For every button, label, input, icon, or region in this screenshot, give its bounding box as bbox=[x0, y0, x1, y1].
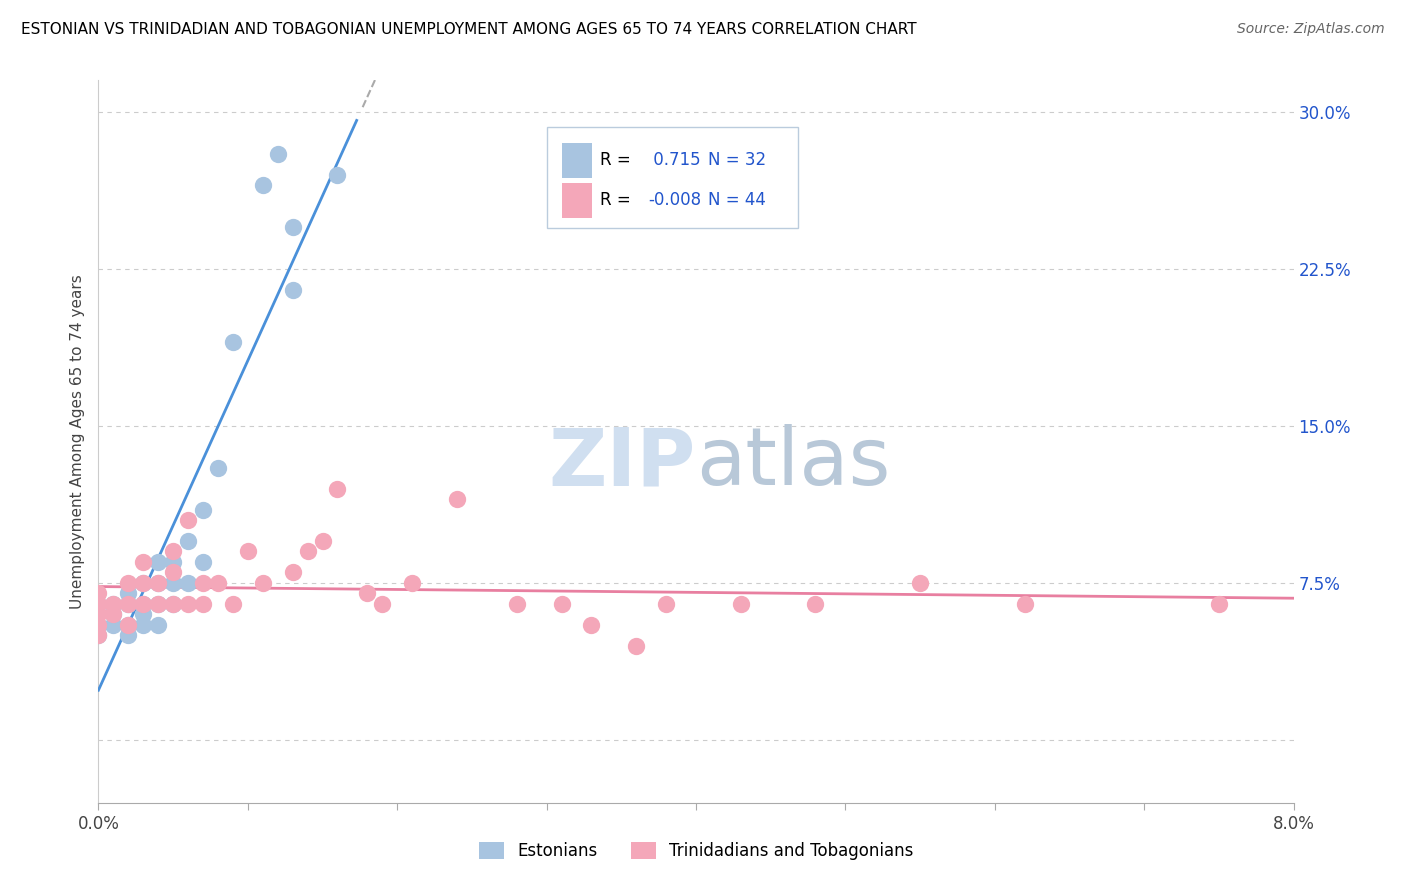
Point bbox=[1014, 597, 1036, 611]
Point bbox=[132, 575, 155, 590]
Point bbox=[626, 639, 648, 653]
Point bbox=[103, 597, 125, 611]
Point bbox=[550, 597, 572, 611]
Point bbox=[148, 575, 170, 590]
Y-axis label: Unemployment Among Ages 65 to 74 years: Unemployment Among Ages 65 to 74 years bbox=[69, 274, 84, 609]
Point bbox=[401, 575, 423, 590]
Point bbox=[804, 597, 827, 611]
Text: Source: ZipAtlas.com: Source: ZipAtlas.com bbox=[1237, 22, 1385, 37]
Point bbox=[446, 492, 468, 507]
Point bbox=[87, 628, 110, 642]
Point bbox=[148, 597, 170, 611]
Point bbox=[148, 597, 170, 611]
Point bbox=[148, 555, 170, 569]
Point bbox=[87, 586, 110, 600]
Point bbox=[162, 597, 184, 611]
Point bbox=[177, 575, 200, 590]
Text: ZIP: ZIP bbox=[548, 425, 696, 502]
Point bbox=[191, 502, 214, 516]
Point bbox=[281, 566, 304, 580]
Point bbox=[191, 575, 214, 590]
Point bbox=[326, 168, 349, 182]
Point bbox=[87, 628, 110, 642]
Point bbox=[252, 575, 274, 590]
Bar bbox=[562, 143, 592, 178]
Point bbox=[730, 597, 752, 611]
Point bbox=[87, 597, 110, 611]
Point bbox=[281, 283, 304, 297]
Point bbox=[191, 597, 214, 611]
Point bbox=[87, 617, 110, 632]
Point bbox=[103, 607, 125, 622]
Point bbox=[371, 597, 394, 611]
Text: R =: R = bbox=[600, 152, 637, 169]
Legend: Estonians, Trinidadians and Tobagonians: Estonians, Trinidadians and Tobagonians bbox=[472, 835, 920, 867]
Point bbox=[87, 597, 110, 611]
Point bbox=[162, 555, 184, 569]
Point bbox=[162, 544, 184, 558]
Point bbox=[117, 597, 139, 611]
Point bbox=[87, 617, 110, 632]
Point bbox=[581, 617, 603, 632]
Point bbox=[103, 607, 125, 622]
Point bbox=[117, 575, 139, 590]
Point bbox=[103, 597, 125, 611]
Point bbox=[506, 597, 529, 611]
Point bbox=[132, 617, 155, 632]
Text: 0.715: 0.715 bbox=[648, 152, 700, 169]
Text: atlas: atlas bbox=[696, 425, 890, 502]
Point bbox=[222, 597, 245, 611]
Point bbox=[207, 575, 229, 590]
Point bbox=[162, 575, 184, 590]
Point bbox=[132, 607, 155, 622]
Point bbox=[326, 482, 349, 496]
Point bbox=[655, 597, 678, 611]
Point bbox=[281, 219, 304, 234]
Point bbox=[103, 617, 125, 632]
Point bbox=[267, 146, 290, 161]
Point bbox=[87, 607, 110, 622]
Point bbox=[117, 617, 139, 632]
Text: N = 44: N = 44 bbox=[709, 191, 766, 210]
Point bbox=[311, 534, 333, 549]
Point bbox=[236, 544, 259, 558]
Point bbox=[207, 460, 229, 475]
Point bbox=[132, 597, 155, 611]
Point bbox=[177, 513, 200, 527]
Point bbox=[252, 178, 274, 192]
Point bbox=[148, 617, 170, 632]
Point bbox=[117, 597, 139, 611]
Point bbox=[132, 555, 155, 569]
Point bbox=[1208, 597, 1230, 611]
Point bbox=[117, 628, 139, 642]
Point bbox=[222, 334, 245, 349]
Text: N = 32: N = 32 bbox=[709, 152, 766, 169]
Point bbox=[297, 544, 319, 558]
Point bbox=[908, 575, 931, 590]
Point bbox=[191, 555, 214, 569]
Point bbox=[117, 586, 139, 600]
Point bbox=[132, 597, 155, 611]
Point bbox=[162, 566, 184, 580]
FancyBboxPatch shape bbox=[547, 128, 797, 228]
Point bbox=[132, 575, 155, 590]
Bar bbox=[562, 183, 592, 218]
Point bbox=[117, 617, 139, 632]
Point bbox=[356, 586, 378, 600]
Text: R =: R = bbox=[600, 191, 637, 210]
Text: ESTONIAN VS TRINIDADIAN AND TOBAGONIAN UNEMPLOYMENT AMONG AGES 65 TO 74 YEARS CO: ESTONIAN VS TRINIDADIAN AND TOBAGONIAN U… bbox=[21, 22, 917, 37]
Point bbox=[148, 575, 170, 590]
Point bbox=[177, 534, 200, 549]
Point bbox=[177, 597, 200, 611]
Point bbox=[162, 597, 184, 611]
Text: -0.008: -0.008 bbox=[648, 191, 702, 210]
